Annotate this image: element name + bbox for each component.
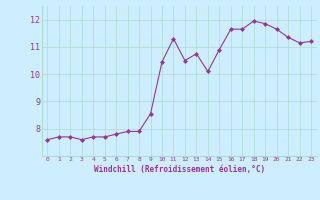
X-axis label: Windchill (Refroidissement éolien,°C): Windchill (Refroidissement éolien,°C) bbox=[94, 165, 265, 174]
